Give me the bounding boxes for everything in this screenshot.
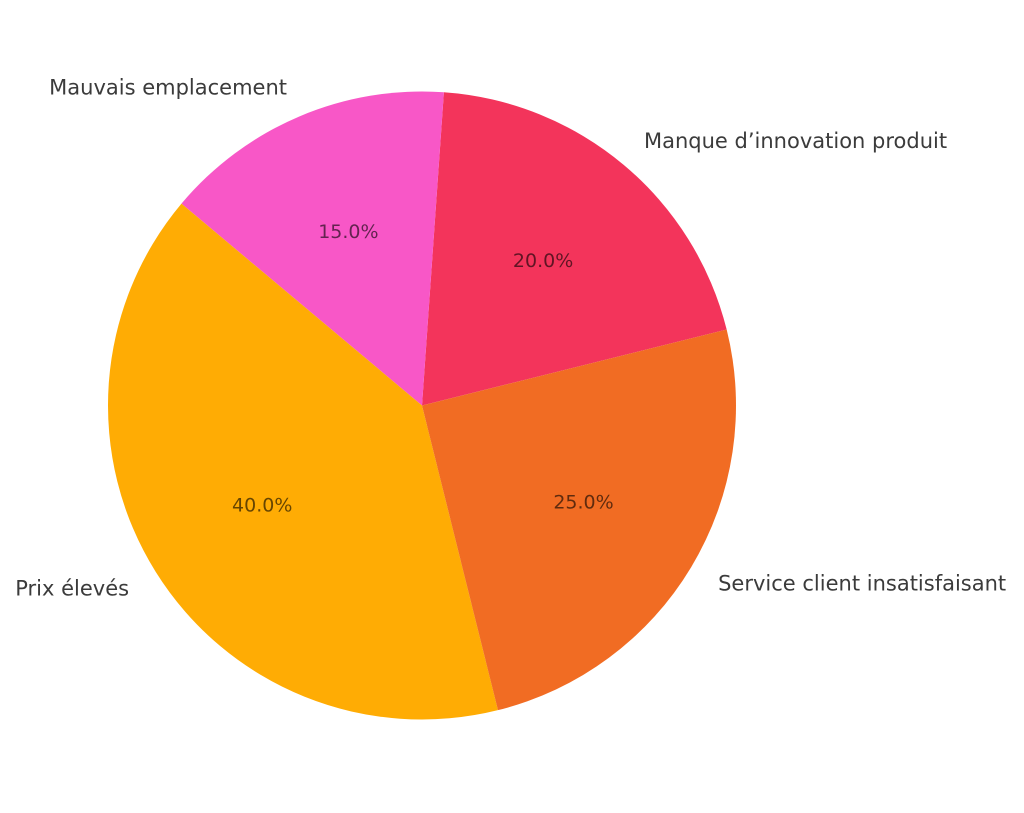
slice-label-prix-eleves: Prix élevés — [15, 577, 129, 601]
pct-label-mauvais-emplacement: 15.0% — [318, 221, 378, 243]
pie-slice-mauvais-emplacement — [181, 91, 444, 406]
pct-label-manque-innovation-produit: 20.0% — [513, 250, 573, 272]
pct-label-service-client-insatisfaisant: 25.0% — [553, 492, 613, 514]
pct-label-prix-eleves: 40.0% — [232, 494, 292, 516]
pie-slice-service-client-insatisfaisant — [422, 329, 736, 711]
pie-slice-prix-eleves — [107, 203, 498, 720]
slice-label-manque-innovation-produit: Manque d’innovation produit — [644, 129, 947, 153]
slice-label-mauvais-emplacement: Mauvais emplacement — [49, 76, 287, 100]
pie-slice-manque-innovation-produit — [422, 92, 727, 406]
slice-label-service-client-insatisfaisant: Service client insatisfaisant — [718, 571, 1006, 595]
